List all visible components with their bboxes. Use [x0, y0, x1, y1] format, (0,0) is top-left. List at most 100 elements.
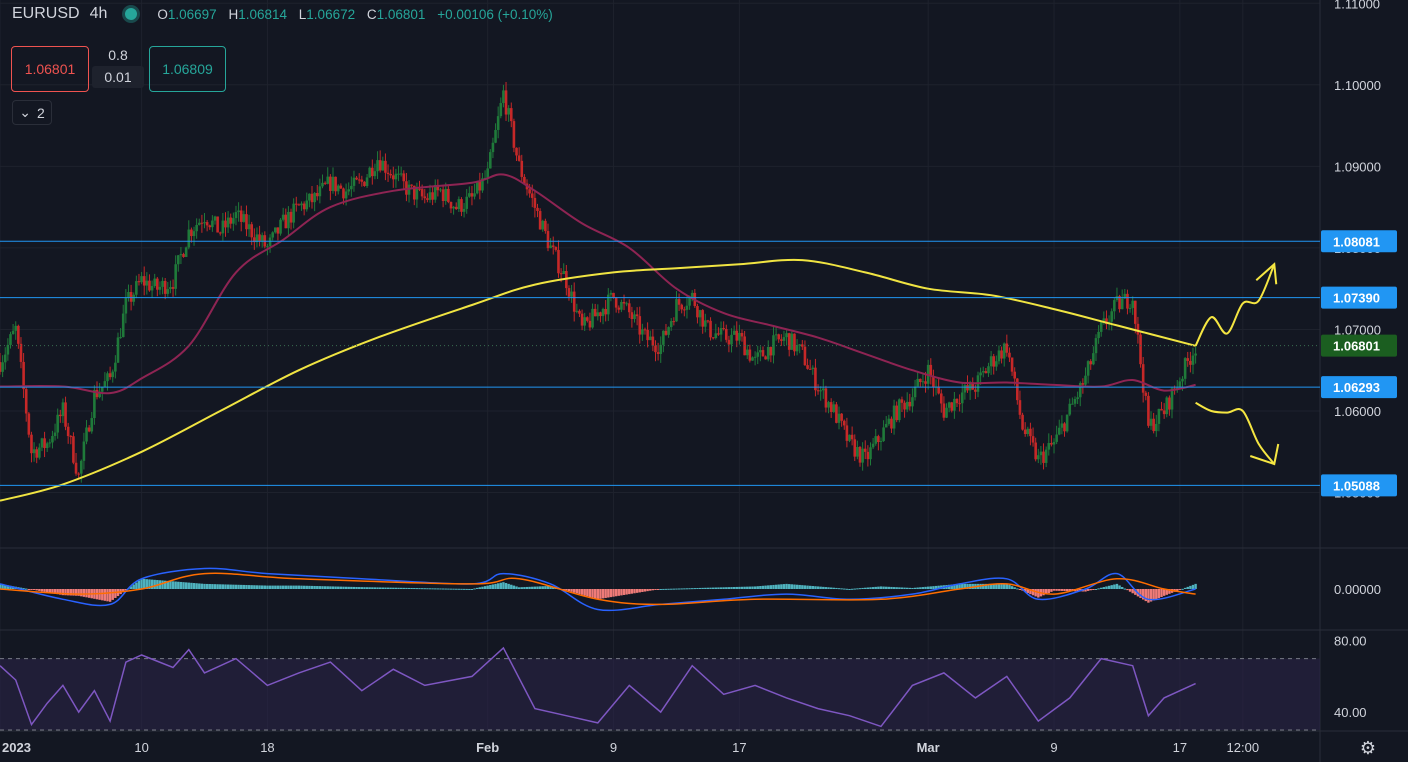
- candle-down: [617, 307, 621, 310]
- macd-histogram-bar: [567, 589, 571, 592]
- candle-up: [848, 434, 851, 441]
- collapse-indicators-button[interactable]: ⌄ 2: [12, 100, 52, 125]
- candle-up: [116, 337, 120, 363]
- macd-histogram-bar: [1186, 586, 1189, 589]
- macd-histogram-bar: [494, 583, 497, 589]
- candle-up: [53, 432, 57, 437]
- candle-down: [460, 199, 463, 212]
- level-price-tag[interactable]: [1321, 286, 1397, 309]
- candle-up: [756, 352, 760, 357]
- candle-down: [727, 339, 731, 345]
- macd-histogram-bar: [963, 583, 967, 589]
- macd-histogram-bar: [148, 579, 151, 589]
- candle-down: [646, 329, 649, 341]
- macd-histogram-bar: [260, 585, 264, 589]
- macd-line: [0, 567, 1196, 612]
- candle-down: [412, 185, 416, 200]
- macd-histogram-bar: [72, 589, 75, 596]
- time-tick-label: 10: [134, 740, 148, 755]
- macd-histogram-bar: [772, 584, 775, 589]
- candle-down: [360, 179, 364, 182]
- last-price-tag[interactable]: [1321, 334, 1397, 357]
- candle-up: [1120, 298, 1124, 310]
- level-price-tag[interactable]: [1321, 230, 1397, 253]
- candle-up: [489, 152, 492, 169]
- candle-up: [195, 224, 198, 232]
- candle-up: [187, 229, 191, 248]
- macd-histogram-bar: [622, 589, 626, 595]
- candle-up: [373, 171, 377, 177]
- candle-up: [1128, 307, 1132, 309]
- macd-histogram-bar: [240, 584, 243, 589]
- macd-histogram-bar: [258, 585, 261, 589]
- macd-histogram-bar: [462, 588, 466, 590]
- price-axis[interactable]: 1.110001.100001.090001.080001.070001.060…: [1321, 0, 1397, 720]
- macd-histogram-bar: [866, 587, 870, 589]
- candle-up: [879, 441, 883, 443]
- candle-up: [1084, 375, 1087, 385]
- macd-histogram-bar: [887, 586, 891, 589]
- candle-up: [234, 212, 238, 219]
- candle-down: [190, 229, 193, 237]
- long-moving-average-line: [0, 258, 1196, 502]
- candle-down: [546, 231, 550, 249]
- macd-histogram-bar: [510, 584, 513, 589]
- candle-up: [688, 297, 691, 306]
- candle-up: [242, 214, 246, 222]
- candle-up: [9, 334, 12, 345]
- macd-histogram-bar: [321, 586, 324, 589]
- candle-down: [17, 325, 20, 344]
- lot-size[interactable]: 0.8: [108, 47, 128, 63]
- macd-histogram-bar: [696, 588, 699, 590]
- candle-up: [336, 185, 340, 192]
- candle-up: [541, 220, 545, 230]
- candle-down: [441, 189, 445, 202]
- macd-histogram-bar: [1034, 589, 1037, 597]
- macd-histogram-bar: [478, 587, 482, 589]
- candle-up: [1065, 414, 1069, 432]
- candle-up: [260, 235, 264, 241]
- macd-histogram-bar: [617, 589, 620, 596]
- macd-histogram-bar: [504, 583, 508, 589]
- level-price-tag[interactable]: [1321, 376, 1397, 399]
- candle-up: [452, 206, 455, 209]
- macd-histogram-bar: [599, 589, 602, 599]
- macd-histogram-bar: [905, 587, 909, 589]
- candle-up: [507, 108, 510, 115]
- macd-histogram-bar: [360, 587, 364, 589]
- buy-button[interactable]: 1.06809: [149, 46, 226, 92]
- horizontal-levels[interactable]: [0, 240, 1320, 486]
- macd-histogram-bar: [268, 585, 272, 589]
- timeframe[interactable]: 4h: [89, 5, 108, 22]
- candle-up: [1110, 311, 1114, 322]
- candle-down: [932, 376, 935, 388]
- sell-button[interactable]: 1.06801: [11, 46, 89, 92]
- macd-histogram-bar: [365, 587, 369, 589]
- candle-up: [732, 330, 736, 335]
- macd-histogram-bar: [989, 583, 993, 589]
- candle-down: [310, 193, 314, 203]
- time-axis[interactable]: 2023 10 18 Feb 9 17 Mar 9 17 12:00: [2, 740, 1259, 755]
- macd-histogram-bar: [1113, 584, 1116, 589]
- candle-up: [1181, 378, 1184, 382]
- candle-down: [680, 304, 684, 310]
- macd-histogram-bar: [381, 587, 385, 589]
- candle-up: [1131, 300, 1134, 308]
- macd-histogram-bar: [628, 589, 631, 595]
- candle-down: [533, 197, 537, 208]
- macd-histogram-bar: [635, 589, 639, 593]
- gear-icon[interactable]: ⚙: [1359, 737, 1377, 758]
- candle-down: [557, 249, 560, 274]
- candle-down: [939, 393, 943, 404]
- symbol-name[interactable]: EURUSD: [12, 5, 80, 22]
- candle-down: [643, 329, 647, 331]
- macd-histogram-bar: [1, 584, 4, 589]
- macd-histogram-bar: [955, 584, 959, 589]
- macd-histogram-bar: [122, 589, 125, 593]
- bearish-projection-path: [1195, 401, 1276, 465]
- level-price-tag[interactable]: [1321, 474, 1397, 497]
- candle-up: [963, 385, 967, 393]
- market-status-icon: [125, 8, 138, 20]
- candle-down: [420, 189, 424, 197]
